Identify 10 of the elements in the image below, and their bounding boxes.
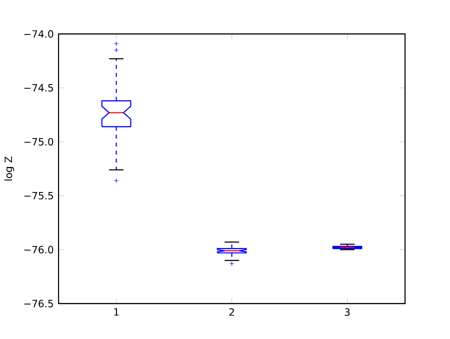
y-tick-label: −75.0 xyxy=(24,138,54,146)
y-tick-label: −74.5 xyxy=(24,84,53,92)
y-tick-label: −75.5 xyxy=(24,192,53,200)
x-tick-label: 3 xyxy=(344,308,350,316)
x-tick-label: 2 xyxy=(229,308,234,316)
y-tick-label: −74.0 xyxy=(24,30,54,38)
y-axis-title: log Z xyxy=(4,156,14,181)
x-tick-label: 1 xyxy=(114,308,119,316)
y-tick-label: −76.0 xyxy=(24,246,54,254)
y-tick-label: −76.5 xyxy=(24,300,53,308)
